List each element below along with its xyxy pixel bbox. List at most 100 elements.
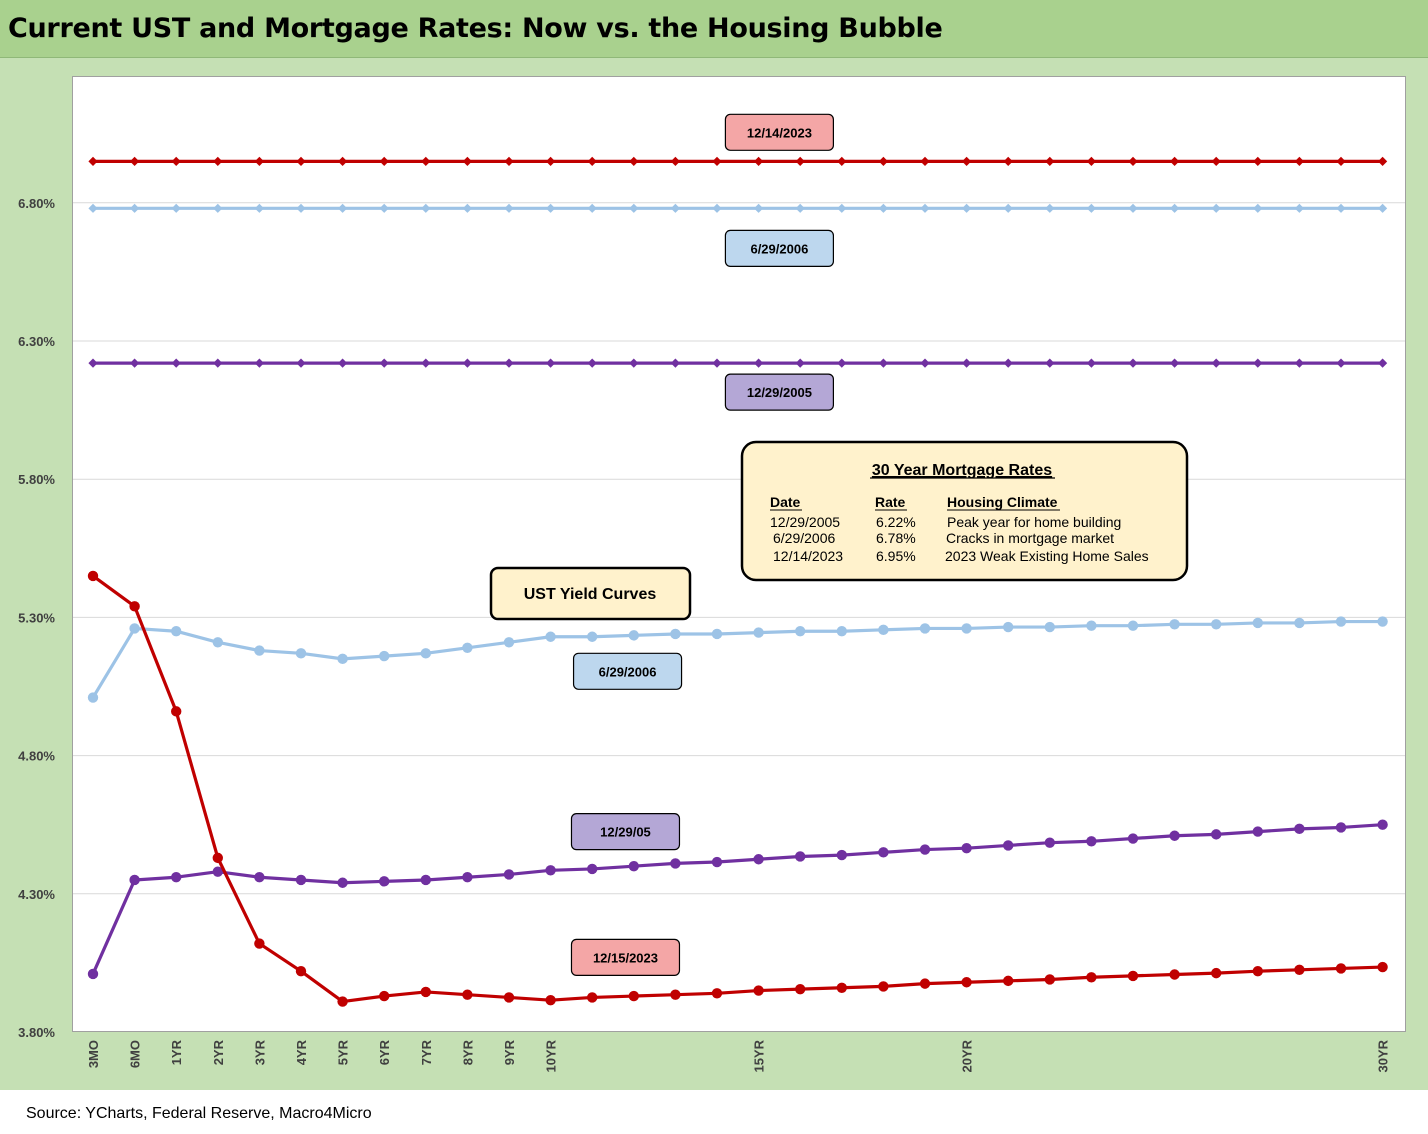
row-3-climate: 2023 Weak Existing Home Sales: [945, 548, 1149, 564]
data-point: [919, 844, 931, 855]
data-point: [1252, 826, 1264, 837]
data-point: [1003, 840, 1014, 851]
data-point: [1045, 203, 1055, 213]
data-point: [295, 874, 307, 886]
data-point: [254, 872, 265, 883]
data-point: [1294, 203, 1304, 213]
data-point: [379, 650, 390, 662]
data-point: [837, 203, 847, 213]
data-point: [670, 203, 680, 213]
data-point: [795, 851, 806, 862]
data-point: [795, 156, 805, 166]
data-point: [130, 203, 140, 213]
row-1-climate: Peak year for home building: [947, 514, 1121, 530]
data-point: [670, 858, 681, 869]
data-point: [836, 626, 847, 637]
row-2-rate: 6.78%: [876, 530, 916, 546]
data-point: [1336, 156, 1346, 166]
data-point: [711, 856, 723, 868]
row-1-rate: 6.22%: [876, 514, 916, 530]
data-point: [1169, 969, 1180, 980]
data-point: [171, 872, 182, 883]
grid-layer: [73, 202, 1405, 895]
data-point: [1294, 156, 1304, 166]
data-point: [213, 358, 223, 368]
data-point: [1377, 819, 1388, 830]
data-point: [795, 983, 806, 995]
data-point: [753, 985, 764, 996]
data-point: [421, 156, 431, 166]
data-point: [711, 988, 723, 999]
data-point: [1086, 620, 1097, 631]
data-point: [87, 570, 99, 582]
data-point: [1211, 203, 1221, 213]
ust-yield-curves-box: UST Yield Curves: [489, 566, 692, 621]
callout-label: 12/29/05: [600, 825, 651, 840]
data-point: [878, 624, 889, 636]
x-tick-label: 9YR: [502, 1039, 517, 1065]
callout-label: 6/29/2006: [750, 241, 808, 256]
x-tick-label: 8YR: [460, 1039, 475, 1065]
data-point: [670, 628, 681, 640]
data-point: [1211, 829, 1222, 840]
header-climate: Housing Climate: [947, 494, 1058, 510]
callout-label: 12/29/2005: [747, 385, 812, 400]
data-point: [962, 358, 972, 368]
series-mortgage-2: [88, 358, 1388, 368]
data-point: [504, 358, 514, 368]
data-point: [1211, 358, 1221, 368]
data-point: [1253, 358, 1263, 368]
data-point: [129, 601, 140, 612]
y-axis-labels: 3.80% 4.30% 4.80% 5.30% 5.80% 6.30% 6.80%: [18, 196, 55, 1040]
data-point: [795, 203, 805, 213]
series-mortgage-0: [88, 156, 1388, 166]
data-point: [254, 645, 265, 656]
data-point: [87, 968, 99, 980]
data-point: [213, 203, 223, 213]
row-2-date: 6/29/2006: [773, 530, 835, 546]
data-point: [171, 156, 181, 166]
data-point: [171, 358, 181, 368]
data-point: [1086, 358, 1096, 368]
data-point: [1378, 203, 1388, 213]
data-point: [961, 977, 972, 988]
data-point: [1003, 156, 1013, 166]
data-point: [1086, 836, 1097, 847]
data-point: [462, 203, 472, 213]
data-point: [129, 623, 140, 634]
data-point: [379, 156, 389, 166]
data-point: [130, 358, 140, 368]
data-point: [753, 854, 764, 865]
y-tick-label: 6.30%: [18, 334, 55, 349]
data-point: [628, 630, 639, 641]
data-point: [1377, 616, 1388, 627]
data-point: [1128, 358, 1138, 368]
data-point: [1253, 156, 1263, 166]
series-callout: 12/14/2023: [724, 113, 835, 151]
data-point: [962, 203, 972, 213]
data-point: [421, 358, 431, 368]
data-point: [504, 203, 514, 213]
callout-layer: 12/14/2023 6/29/2006 12/29/2005 6/29/2006 12…: [570, 113, 835, 976]
x-tick-label: 6YR: [377, 1039, 392, 1065]
data-point: [338, 358, 348, 368]
data-point: [338, 203, 348, 213]
data-point: [754, 203, 764, 213]
footer: [0, 1090, 1428, 1134]
data-point: [587, 203, 597, 213]
data-point: [1127, 833, 1139, 844]
data-point: [1294, 617, 1305, 629]
data-point: [1128, 203, 1138, 213]
x-tick-label: 10YR: [544, 1039, 559, 1072]
data-point: [295, 648, 307, 659]
data-point: [961, 842, 972, 854]
data-point: [337, 653, 348, 665]
data-point: [1045, 156, 1055, 166]
data-point: [212, 866, 223, 877]
data-point: [629, 358, 639, 368]
data-point: [88, 358, 98, 368]
data-point: [503, 637, 515, 648]
data-point: [296, 358, 306, 368]
data-point: [878, 358, 888, 368]
data-point: [546, 203, 556, 213]
